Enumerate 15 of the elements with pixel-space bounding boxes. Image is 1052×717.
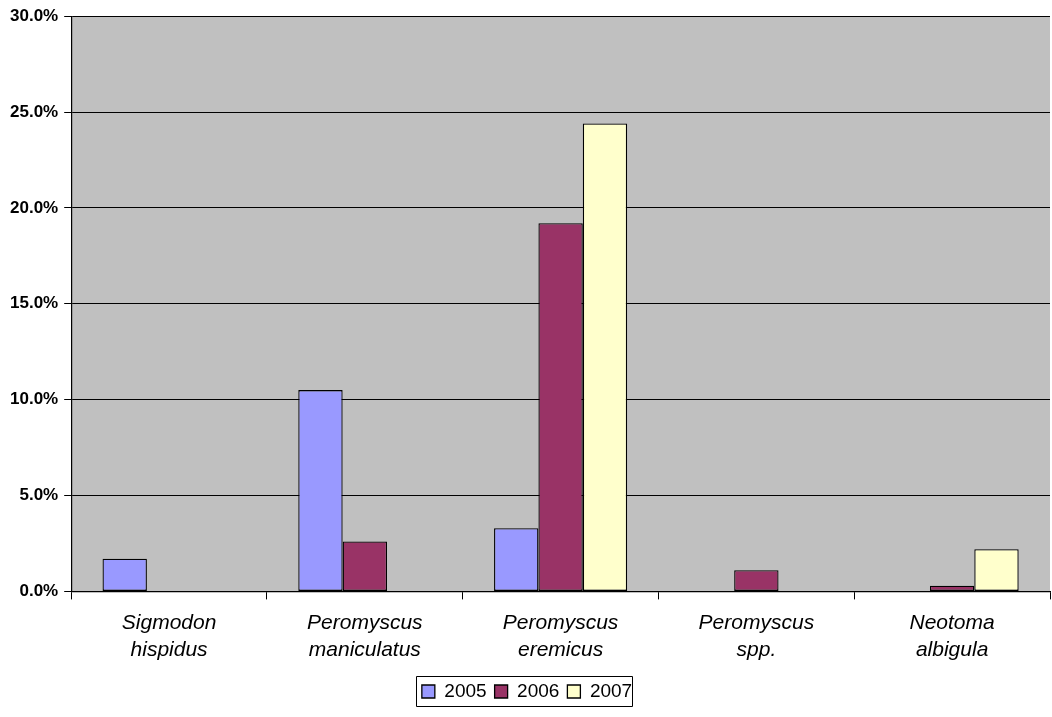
- y-tick-label: 0.0%: [19, 581, 59, 601]
- y-tick-label: 10.0%: [10, 389, 59, 409]
- x-tick-label: Neotoma albigula: [909, 609, 995, 661]
- y-tick-label: 15.0%: [10, 293, 59, 313]
- x-tick-label: Peromyscus eremicus: [502, 609, 619, 661]
- y-tick-label: 30.0%: [10, 5, 59, 25]
- y-tick-label: 25.0%: [10, 101, 59, 121]
- x-tick-label: Sigmodon hispidus: [121, 609, 217, 661]
- legend-label: 2007: [589, 679, 633, 701]
- y-tick-label: 20.0%: [10, 197, 59, 217]
- x-tick-label: Peromyscus maniculatus: [307, 609, 424, 661]
- y-tick-label: 5.0%: [19, 485, 59, 505]
- legend-label: 2006: [517, 679, 560, 701]
- x-tick-label: Peromyscus spp.: [698, 609, 815, 661]
- legend-label: 2005: [444, 679, 487, 701]
